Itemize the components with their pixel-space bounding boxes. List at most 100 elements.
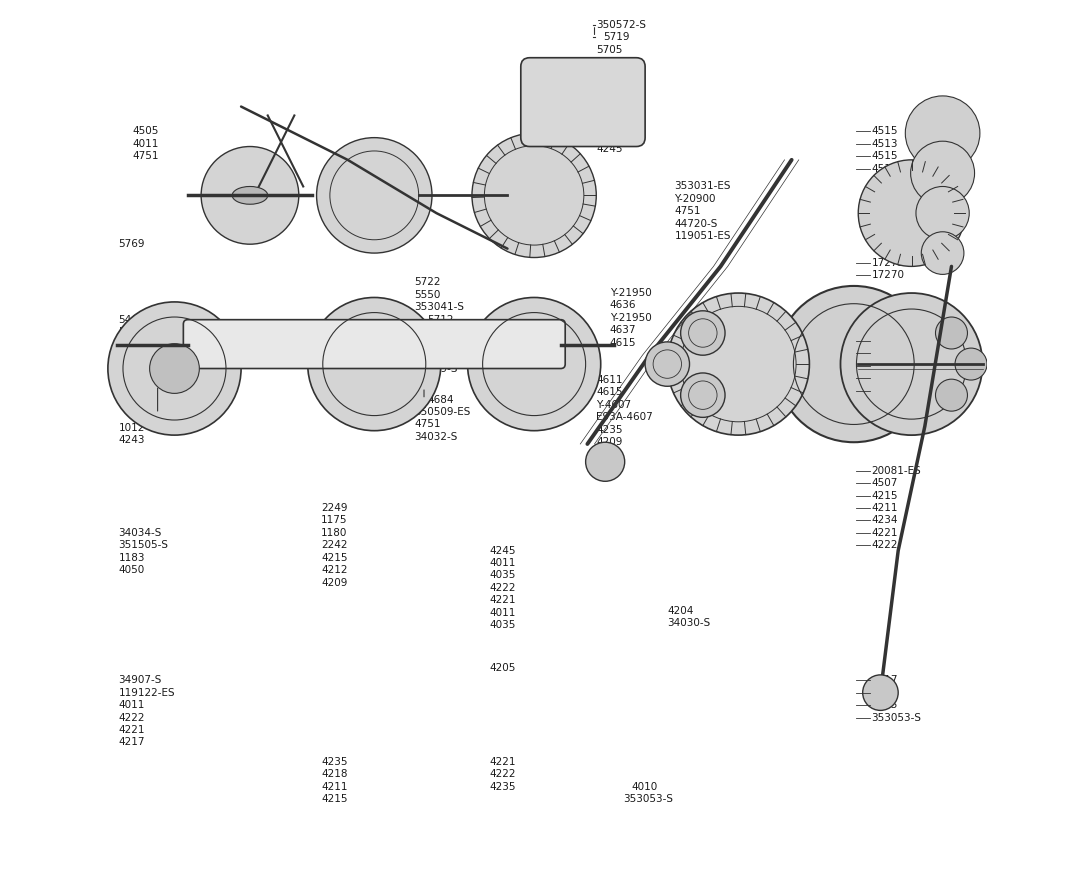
Text: 4658: 4658: [872, 385, 898, 396]
Text: 5769: 5769: [118, 239, 146, 250]
Text: 4243: 4243: [118, 435, 146, 446]
Text: 34907-S: 34907-S: [118, 675, 162, 686]
Circle shape: [307, 297, 441, 431]
Circle shape: [955, 348, 987, 380]
Text: 4222: 4222: [490, 769, 516, 780]
Text: 5705: 5705: [596, 44, 622, 55]
Circle shape: [858, 160, 964, 266]
Text: 4011: 4011: [490, 558, 516, 568]
Circle shape: [108, 302, 241, 435]
Text: 4515: 4515: [872, 126, 898, 137]
Text: 4222: 4222: [118, 712, 146, 723]
Text: 4750: 4750: [872, 361, 898, 371]
Circle shape: [472, 133, 596, 258]
Text: 4025: 4025: [872, 700, 898, 710]
Text: 4222: 4222: [490, 583, 516, 593]
Text: 4235: 4235: [596, 424, 622, 435]
Text: 7090: 7090: [596, 94, 622, 105]
Text: 4011: 4011: [490, 607, 516, 618]
Circle shape: [681, 373, 725, 417]
FancyBboxPatch shape: [521, 58, 645, 147]
Text: 4221: 4221: [490, 595, 516, 606]
Text: 4211: 4211: [872, 503, 898, 513]
Text: 1180: 1180: [321, 527, 348, 538]
Text: 21230: 21230: [872, 348, 905, 359]
Text: 5550: 5550: [414, 289, 441, 300]
Text: 20081-ES: 20081-ES: [872, 465, 921, 476]
Text: 2248: 2248: [118, 352, 146, 362]
Text: 4217: 4217: [118, 737, 146, 748]
Text: 4215: 4215: [321, 794, 348, 805]
Text: 5710: 5710: [428, 327, 454, 337]
Text: 1225: 1225: [118, 364, 146, 375]
Text: 34030-S: 34030-S: [667, 618, 710, 629]
Text: Y-4607: Y-4607: [596, 400, 631, 410]
Text: 4222: 4222: [872, 540, 898, 551]
Text: 353053-S: 353053-S: [623, 794, 673, 805]
Text: 4507: 4507: [872, 478, 898, 488]
Text: 353053-S: 353053-S: [872, 712, 922, 723]
Ellipse shape: [232, 186, 268, 204]
Text: 4605: 4605: [408, 382, 434, 392]
Text: 4209: 4209: [321, 577, 348, 588]
Text: 4205: 4205: [490, 662, 516, 673]
Circle shape: [681, 311, 725, 355]
Text: 4513: 4513: [872, 139, 898, 149]
Text: 4209: 4209: [596, 437, 622, 448]
Text: 2249: 2249: [321, 503, 348, 513]
Circle shape: [911, 141, 974, 205]
FancyBboxPatch shape: [184, 320, 565, 369]
Circle shape: [201, 147, 299, 244]
Text: 21529-S: 21529-S: [414, 364, 457, 375]
Text: 4011: 4011: [132, 139, 160, 149]
Text: 4204: 4204: [667, 606, 694, 616]
Circle shape: [667, 293, 809, 435]
Circle shape: [935, 317, 968, 349]
Text: 4516: 4516: [872, 163, 898, 174]
Text: 4010: 4010: [632, 781, 658, 792]
Text: Y-20900: Y-20900: [674, 194, 716, 204]
Text: 4751: 4751: [132, 151, 160, 162]
Text: 4218: 4218: [321, 769, 348, 780]
Circle shape: [935, 379, 968, 411]
Text: 4217: 4217: [872, 675, 898, 686]
Text: 4235: 4235: [321, 757, 348, 767]
Text: 4234: 4234: [872, 515, 898, 526]
Text: 17270: 17270: [872, 270, 905, 281]
Text: 1175: 1175: [321, 515, 348, 526]
Text: 4235: 4235: [490, 781, 516, 792]
Text: 4245: 4245: [596, 144, 622, 155]
Circle shape: [862, 675, 898, 710]
Text: 4611: 4611: [596, 375, 622, 385]
Text: 119122-ES: 119122-ES: [118, 687, 175, 698]
Text: 4751: 4751: [674, 206, 700, 217]
Text: 5719: 5719: [604, 32, 630, 43]
Text: 34032-S: 34032-S: [414, 432, 457, 442]
Circle shape: [316, 138, 432, 253]
Text: 353031-ES: 353031-ES: [674, 181, 731, 192]
Text: 5712: 5712: [428, 314, 454, 325]
Text: 4035: 4035: [490, 570, 516, 581]
Text: 4505: 4505: [132, 126, 160, 137]
Text: 2242: 2242: [321, 540, 348, 551]
Text: 353043-S: 353043-S: [872, 373, 922, 384]
Text: 4637: 4637: [609, 325, 636, 336]
Text: 119051-ES: 119051-ES: [674, 231, 731, 242]
Text: 351505-S: 351505-S: [118, 540, 168, 551]
Text: 4750: 4750: [596, 57, 622, 67]
Text: 4215: 4215: [321, 552, 348, 563]
Text: 5468: 5468: [118, 339, 146, 350]
Circle shape: [841, 293, 983, 435]
Text: 1184: 1184: [165, 392, 192, 403]
Text: 44720-S: 44720-S: [674, 218, 718, 229]
Circle shape: [915, 186, 969, 240]
Text: 1115: 1115: [118, 392, 146, 403]
Circle shape: [921, 232, 964, 274]
Circle shape: [645, 342, 690, 386]
Text: 4245: 4245: [490, 545, 516, 556]
Text: 4615: 4615: [596, 387, 622, 398]
Text: 350572-S: 350572-S: [596, 20, 646, 30]
Text: 5722: 5722: [414, 277, 441, 288]
Text: 5724: 5724: [414, 352, 441, 362]
Text: 5560: 5560: [414, 339, 441, 350]
